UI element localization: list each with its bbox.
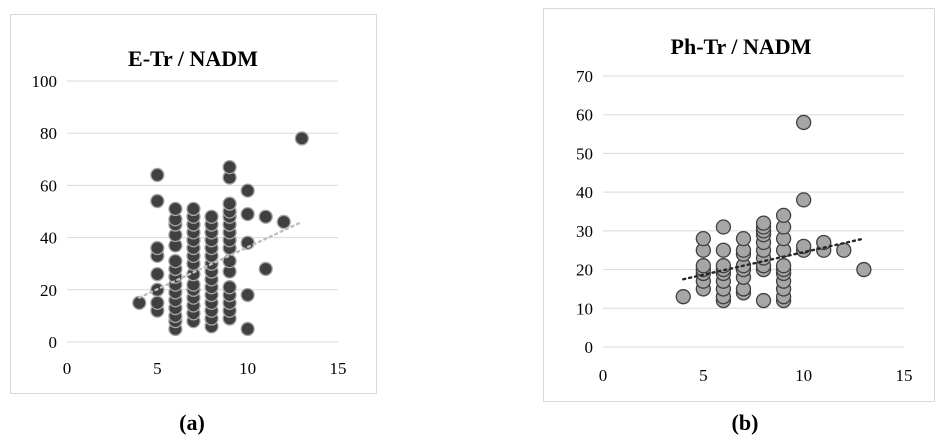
- data-point: [222, 280, 237, 295]
- data-point: [240, 287, 255, 303]
- x-tick-label: 10: [239, 359, 256, 378]
- data-point: [755, 215, 772, 231]
- data-point: [240, 183, 255, 198]
- data-point: [258, 261, 273, 277]
- y-tick-label: 60: [576, 106, 593, 125]
- y-tick-label: 0: [585, 338, 594, 357]
- scatter-chart-ph-tr-nadm: Ph-Tr / NADM 0 10 20 30 40 50 60 70 0 5 10 15: [543, 8, 935, 402]
- y-tick-label: 50: [576, 144, 593, 163]
- data-point: [222, 253, 237, 269]
- trendline: [682, 237, 866, 281]
- data-point: [204, 209, 219, 224]
- x-tick-label: 5: [153, 359, 162, 378]
- y-tick-label: 80: [40, 124, 57, 143]
- y-tick-label: 40: [576, 183, 593, 202]
- data-point: [186, 201, 201, 217]
- data-point: [675, 289, 691, 305]
- data-point: [294, 131, 310, 146]
- data-point: [150, 240, 165, 256]
- trendline: [138, 220, 304, 299]
- caption-a: (a): [179, 410, 205, 435]
- data-point: [240, 206, 255, 222]
- data-point: [836, 242, 852, 258]
- data-point: [715, 242, 732, 258]
- data-point: [755, 292, 772, 309]
- data-point: [150, 295, 165, 311]
- data-point: [258, 209, 273, 224]
- data-point: [150, 167, 165, 183]
- data-point: [276, 214, 291, 230]
- x-tick-label: 5: [699, 366, 708, 385]
- data-point: [735, 230, 752, 247]
- x-tick-label: 0: [63, 359, 72, 378]
- data-point: [796, 114, 812, 131]
- x-tick-label: 15: [896, 366, 913, 385]
- data-point: [775, 207, 792, 224]
- data-point: [240, 321, 255, 337]
- data-point: [168, 201, 183, 217]
- data-point: [856, 261, 872, 278]
- x-tick-label: 15: [330, 359, 347, 378]
- y-tick-label: 30: [576, 222, 593, 241]
- caption-b: (b): [731, 410, 759, 435]
- chart-panel-b: Ph-Tr / NADM 0 10 20 30 40 50 60 70 0 5 10 15: [543, 8, 935, 407]
- x-tick-label: 10: [795, 366, 812, 385]
- chart-panel-a: E-Tr / NADM 0 20 40 60 80 100 0 5 10 15: [10, 14, 377, 399]
- data-point: [222, 196, 237, 211]
- chart-title: E-Tr / NADM: [128, 46, 258, 71]
- data-point: [816, 234, 832, 251]
- data-point: [796, 192, 812, 208]
- y-tick-label: 0: [49, 333, 58, 352]
- data-point: [695, 230, 711, 247]
- scatter-chart-e-tr-nadm: E-Tr / NADM 0 20 40 60 80 100 0 5 10 15: [10, 14, 377, 394]
- data-point: [715, 219, 732, 235]
- data-point: [775, 258, 792, 274]
- y-tick-label: 60: [40, 176, 57, 195]
- data-point: [222, 159, 237, 175]
- x-tick-label: 0: [599, 366, 608, 385]
- data-point: [168, 253, 183, 269]
- y-tick-label: 10: [576, 299, 593, 318]
- data-point: [150, 193, 165, 209]
- data-point: [150, 266, 165, 282]
- y-tick-label: 20: [576, 261, 593, 280]
- data-point: [796, 238, 812, 254]
- chart-border: [543, 8, 935, 402]
- y-tick-label: 70: [576, 67, 593, 86]
- y-tick-label: 40: [40, 229, 57, 248]
- y-tick-label: 20: [40, 281, 57, 300]
- data-point: [695, 258, 711, 274]
- y-tick-label: 100: [32, 72, 58, 91]
- chart-title: Ph-Tr / NADM: [671, 34, 812, 59]
